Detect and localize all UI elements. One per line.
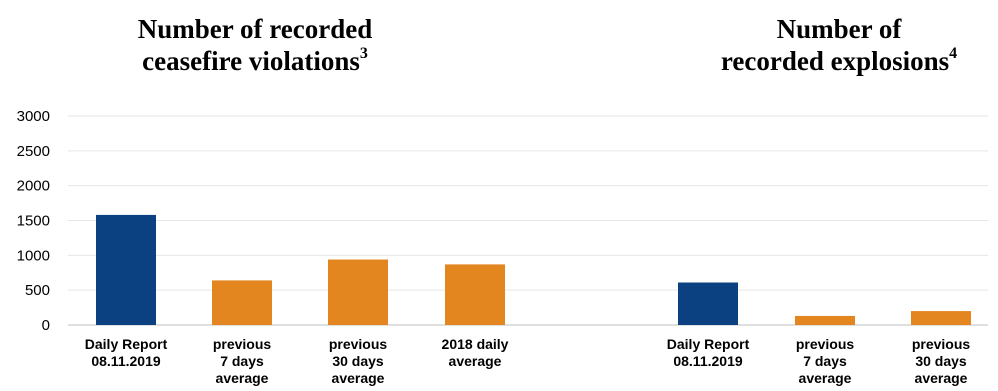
y-tick-label: 0: [42, 317, 50, 334]
y-tick-label: 1000: [17, 247, 50, 264]
chart-title-ceasefire-violations: Number of recorded ceasefire violations3: [90, 13, 420, 77]
bar: [795, 315, 855, 325]
x-tick-label: previous 7 days average: [213, 336, 272, 386]
title-text: Number of recorded explosions: [720, 14, 950, 76]
title-footnote: 3: [359, 45, 368, 62]
y-tick-label: 3000: [17, 108, 50, 125]
bar: [445, 264, 505, 325]
y-tick-label: 2500: [17, 143, 50, 160]
x-tick-label: Daily Report 08.11.2019: [85, 336, 168, 369]
chart-title-explosions: Number of recorded explosions4: [680, 13, 998, 77]
bar: [328, 259, 388, 325]
title-text: Number of recorded ceasefire violations: [137, 14, 373, 76]
x-tick-label: 2018 daily average: [442, 336, 509, 369]
y-tick-label: 1500: [17, 213, 50, 230]
bar: [678, 282, 738, 325]
bar: [911, 311, 971, 325]
title-footnote: 4: [949, 45, 958, 62]
y-tick-label: 2000: [17, 178, 50, 195]
x-tick-label: previous 7 days average: [796, 336, 855, 386]
x-tick-label: previous 30 days average: [329, 336, 388, 386]
x-tick-label: Daily Report 08.11.2019: [667, 336, 750, 369]
bar: [96, 214, 156, 325]
y-tick-label: 500: [25, 282, 50, 299]
x-tick-label: previous 30 days average: [912, 336, 971, 386]
bar: [212, 280, 272, 325]
